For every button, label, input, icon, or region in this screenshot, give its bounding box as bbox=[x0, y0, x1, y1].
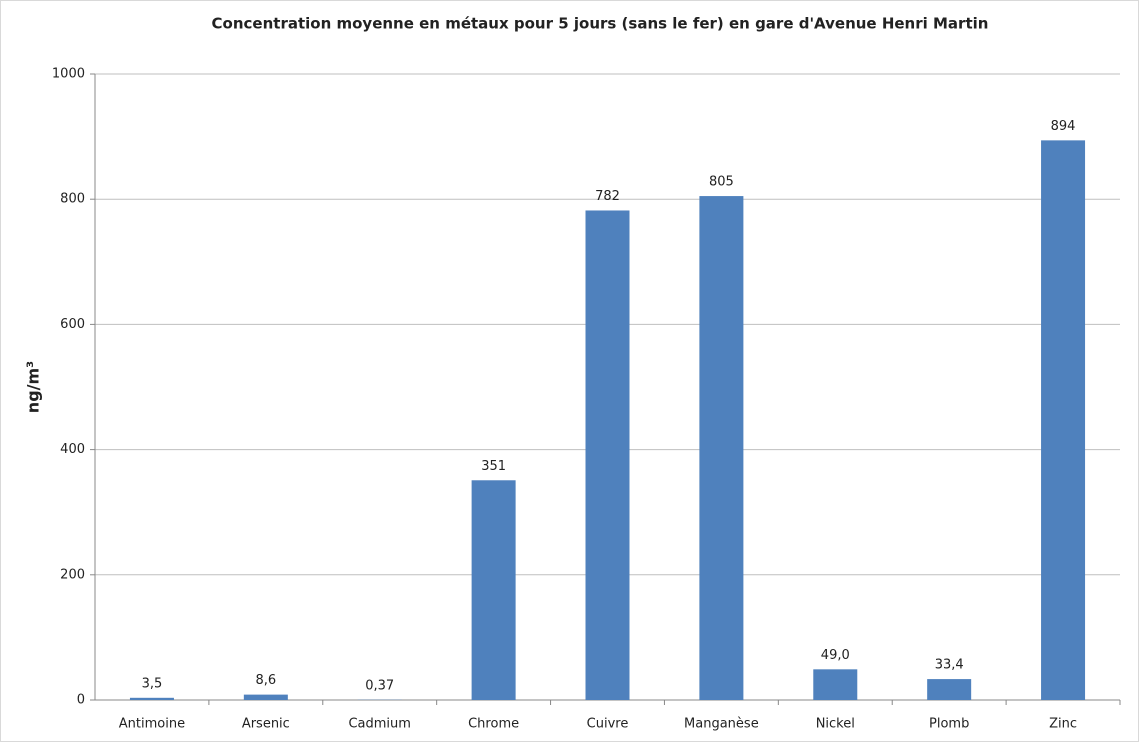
y-tick-label: 200 bbox=[60, 567, 85, 582]
y-tick-label: 600 bbox=[60, 317, 85, 332]
x-tick-label: Arsenic bbox=[242, 717, 290, 732]
x-tick-label: Cadmium bbox=[348, 717, 410, 732]
bar bbox=[130, 698, 174, 700]
value-label: 33,4 bbox=[935, 658, 964, 673]
x-tick-label: Manganèse bbox=[684, 717, 759, 732]
value-label: 0,37 bbox=[365, 678, 394, 693]
y-tick-label: 800 bbox=[60, 192, 85, 207]
x-tick-label: Nickel bbox=[816, 717, 855, 732]
bar bbox=[927, 679, 971, 700]
value-label: 351 bbox=[481, 459, 506, 474]
value-label: 49,0 bbox=[821, 648, 850, 663]
bar bbox=[1041, 140, 1085, 700]
y-axis-label: ng/m³ bbox=[24, 361, 43, 413]
x-tick-label: Cuivre bbox=[587, 717, 629, 732]
bar bbox=[813, 669, 857, 700]
chart-title: Concentration moyenne en métaux pour 5 j… bbox=[212, 15, 989, 33]
value-label: 782 bbox=[595, 189, 620, 204]
bar bbox=[472, 480, 516, 700]
y-tick-label: 400 bbox=[60, 442, 85, 457]
value-label: 805 bbox=[709, 175, 734, 190]
x-tick-label: Antimoine bbox=[119, 717, 185, 732]
x-tick-label: Plomb bbox=[929, 717, 969, 732]
bar bbox=[244, 695, 288, 700]
bar bbox=[699, 196, 743, 700]
x-tick-label: Chrome bbox=[468, 717, 519, 732]
y-tick-label: 0 bbox=[77, 693, 85, 708]
value-label: 3,5 bbox=[142, 676, 163, 691]
value-label: 894 bbox=[1051, 119, 1076, 134]
bar bbox=[586, 210, 630, 700]
x-tick-label: Zinc bbox=[1049, 717, 1077, 732]
y-tick-label: 1000 bbox=[52, 67, 85, 82]
value-label: 8,6 bbox=[255, 673, 276, 688]
